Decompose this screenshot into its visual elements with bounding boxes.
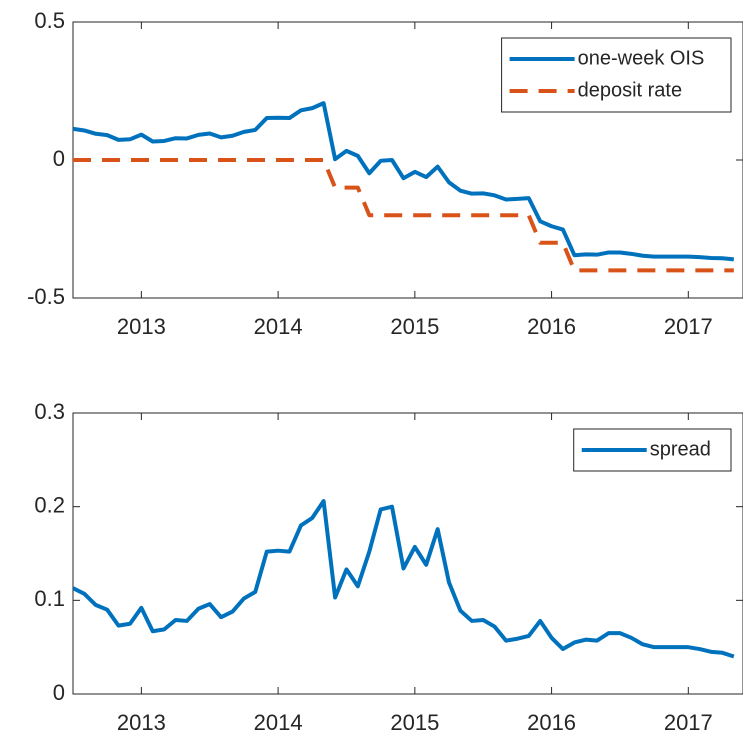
- legend-label: deposit rate: [578, 79, 683, 101]
- x-tick-label: 2016: [527, 710, 576, 735]
- x-tick-label: 2014: [254, 710, 303, 735]
- series-line: [73, 158, 734, 273]
- series-line: [73, 499, 735, 659]
- legend-label: one-week OIS: [578, 47, 705, 69]
- x-tick-label: 2017: [664, 710, 713, 735]
- y-tick-label: 0.1: [34, 586, 65, 611]
- y-tick-label: 0: [53, 680, 65, 705]
- legend: spread: [581, 438, 711, 460]
- y-tick-label: 0.3: [34, 399, 65, 424]
- x-tick-label: 2015: [390, 710, 439, 735]
- legend-label: spread: [650, 438, 711, 460]
- legend: one-week OIS deposit rate: [509, 47, 705, 101]
- y-tick-label: 0.2: [34, 492, 65, 517]
- y-tick-label: 0: [53, 146, 65, 171]
- y-tick-label: 0.5: [34, 8, 65, 33]
- series-line: [73, 101, 735, 262]
- y-tick-label: -0.5: [27, 284, 65, 309]
- legend-box: [501, 37, 732, 113]
- x-tick-label: 2013: [117, 314, 166, 339]
- x-tick-label: 2017: [664, 314, 713, 339]
- x-tick-label: 2015: [390, 314, 439, 339]
- x-tick-label: 2013: [117, 710, 166, 735]
- x-tick-label: 2016: [527, 314, 576, 339]
- x-tick-label: 2014: [254, 314, 303, 339]
